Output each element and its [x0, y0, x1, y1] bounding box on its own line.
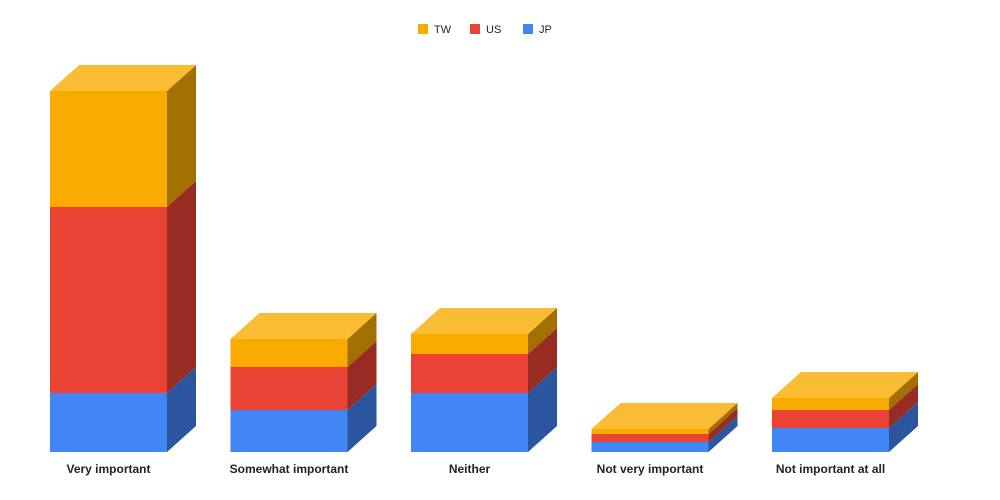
bar-front	[230, 339, 348, 367]
bar-top	[772, 372, 918, 398]
bar-front	[772, 428, 889, 452]
legend-swatch	[523, 24, 533, 34]
bar-side	[889, 384, 918, 428]
x-tick-label: Not very important	[597, 462, 704, 476]
bar-front	[230, 367, 348, 410]
bar-side	[167, 367, 196, 452]
bar-top	[230, 313, 377, 339]
legend-swatch	[470, 24, 480, 34]
x-tick-label: Not important at all	[776, 462, 885, 476]
bar-side	[889, 402, 918, 452]
bar-side	[708, 403, 738, 434]
bar-front	[591, 429, 709, 434]
bar-top	[50, 65, 196, 91]
legend-label: TW	[434, 24, 452, 36]
x-tick-label: Somewhat important	[230, 462, 349, 476]
bar-side	[347, 313, 377, 367]
bar-side	[528, 328, 557, 393]
bar-side	[708, 408, 738, 442]
bar-front	[230, 410, 348, 452]
bar-front	[50, 393, 167, 452]
bar-top	[411, 308, 557, 334]
bar-side	[708, 416, 738, 452]
bar-front	[50, 91, 167, 207]
bar-front	[591, 442, 709, 452]
bar-side	[167, 65, 196, 207]
bar-side	[347, 341, 377, 410]
x-tick-label: Neither	[449, 462, 491, 476]
x-tick-label: Very important	[66, 462, 150, 476]
legend-label: JP	[539, 24, 552, 36]
bar-side	[889, 372, 918, 410]
bar-front	[411, 393, 528, 452]
bar-front	[772, 398, 889, 410]
legend-swatch	[418, 24, 428, 34]
bar-front	[411, 354, 528, 393]
bar-front	[591, 434, 709, 442]
bar-side	[167, 181, 196, 393]
bar-front	[50, 207, 167, 393]
bar-top	[591, 403, 738, 429]
bar-side	[347, 384, 377, 452]
bar-front	[411, 334, 528, 354]
bar-side	[528, 367, 557, 452]
bar-side	[528, 308, 557, 354]
legend-label: US	[486, 24, 501, 36]
bar-front	[772, 410, 889, 428]
